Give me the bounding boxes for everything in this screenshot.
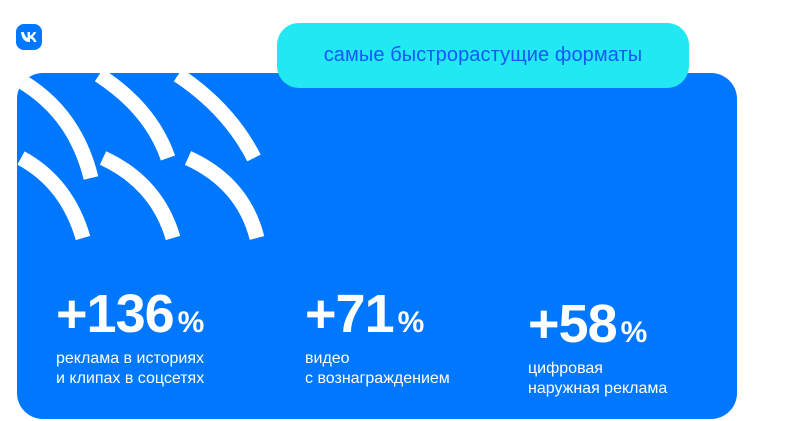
hero-panel [17, 73, 737, 419]
stat-unit: % [397, 306, 425, 339]
headline-text: самые быстрорастущие форматы [323, 44, 643, 66]
stat-value: +71 [305, 284, 395, 344]
stat-digital-outdoor: +58% цифровая наружная реклама [528, 297, 667, 399]
stat-value-row: +71% [305, 287, 450, 341]
headline-pill: самые быстрорастущие форматы [277, 23, 689, 88]
arc-4 [17, 151, 91, 241]
stat-value-row: +58% [528, 297, 667, 351]
stat-value-row: +136% [56, 287, 204, 341]
stat-unit: % [177, 306, 205, 339]
arc-1 [17, 74, 99, 180]
stat-value: +58 [528, 294, 618, 354]
stat-caption-line: цифровая [528, 360, 603, 377]
decorative-arcs [17, 73, 265, 241]
arc-6 [184, 151, 265, 241]
stat-caption: цифровая наружная реклама [528, 359, 667, 399]
vk-logo-icon [16, 24, 42, 50]
stat-caption-line: с вознаграждением [305, 370, 450, 387]
stat-unit: % [620, 316, 648, 349]
stat-caption-line: наружная реклама [528, 380, 668, 397]
arc-5 [99, 151, 181, 241]
stat-caption-line: видео [305, 350, 350, 367]
stat-rewarded-video: +71% видео с вознаграждением [305, 287, 450, 389]
stat-caption-line: и клипах в соцсетях [56, 370, 205, 387]
stat-caption: видео с вознаграждением [305, 349, 450, 389]
stat-caption-line: реклама в историях [56, 350, 204, 367]
stat-stories-clips: +136% реклама в историях и клипах в соцс… [56, 287, 204, 389]
arc-2 [94, 73, 176, 161]
arc-3 [173, 73, 261, 162]
stat-caption: реклама в историях и клипах в соцсетях [56, 349, 204, 389]
stat-value: +136 [56, 284, 175, 344]
